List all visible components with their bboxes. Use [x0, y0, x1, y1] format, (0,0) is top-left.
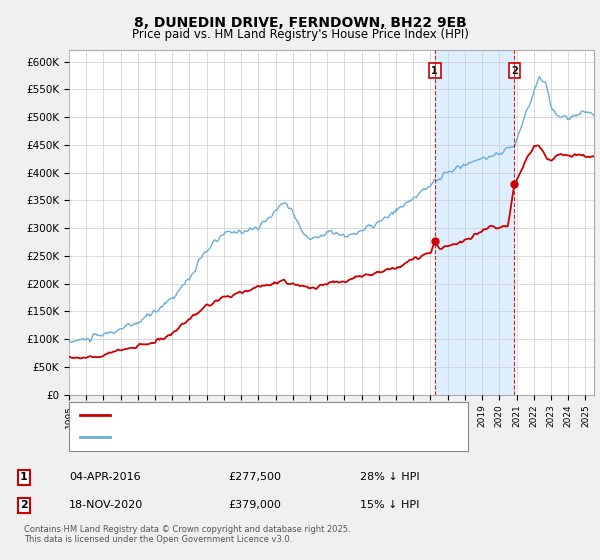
Bar [435, 50, 514, 395]
Text: £277,500: £277,500 [228, 472, 281, 482]
Text: Contains HM Land Registry data © Crown copyright and database right 2025.
This d: Contains HM Land Registry data © Crown c… [24, 525, 350, 544]
Text: Price paid vs. HM Land Registry's House Price Index (HPI): Price paid vs. HM Land Registry's House … [131, 28, 469, 41]
Text: 1: 1 [431, 66, 438, 76]
Text: 2: 2 [511, 66, 518, 76]
Text: 2: 2 [20, 500, 28, 510]
Text: 15% ↓ HPI: 15% ↓ HPI [360, 500, 419, 510]
Text: 28% ↓ HPI: 28% ↓ HPI [360, 472, 419, 482]
Text: 8, DUNEDIN DRIVE, FERNDOWN, BH22 9EB (detached house): 8, DUNEDIN DRIVE, FERNDOWN, BH22 9EB (de… [117, 410, 435, 420]
Text: HPI: Average price, detached house, Dorset: HPI: Average price, detached house, Dors… [117, 432, 344, 442]
Text: 8, DUNEDIN DRIVE, FERNDOWN, BH22 9EB: 8, DUNEDIN DRIVE, FERNDOWN, BH22 9EB [134, 16, 466, 30]
Text: 04-APR-2016: 04-APR-2016 [69, 472, 140, 482]
Text: £379,000: £379,000 [228, 500, 281, 510]
Text: 18-NOV-2020: 18-NOV-2020 [69, 500, 143, 510]
Text: 1: 1 [20, 472, 28, 482]
